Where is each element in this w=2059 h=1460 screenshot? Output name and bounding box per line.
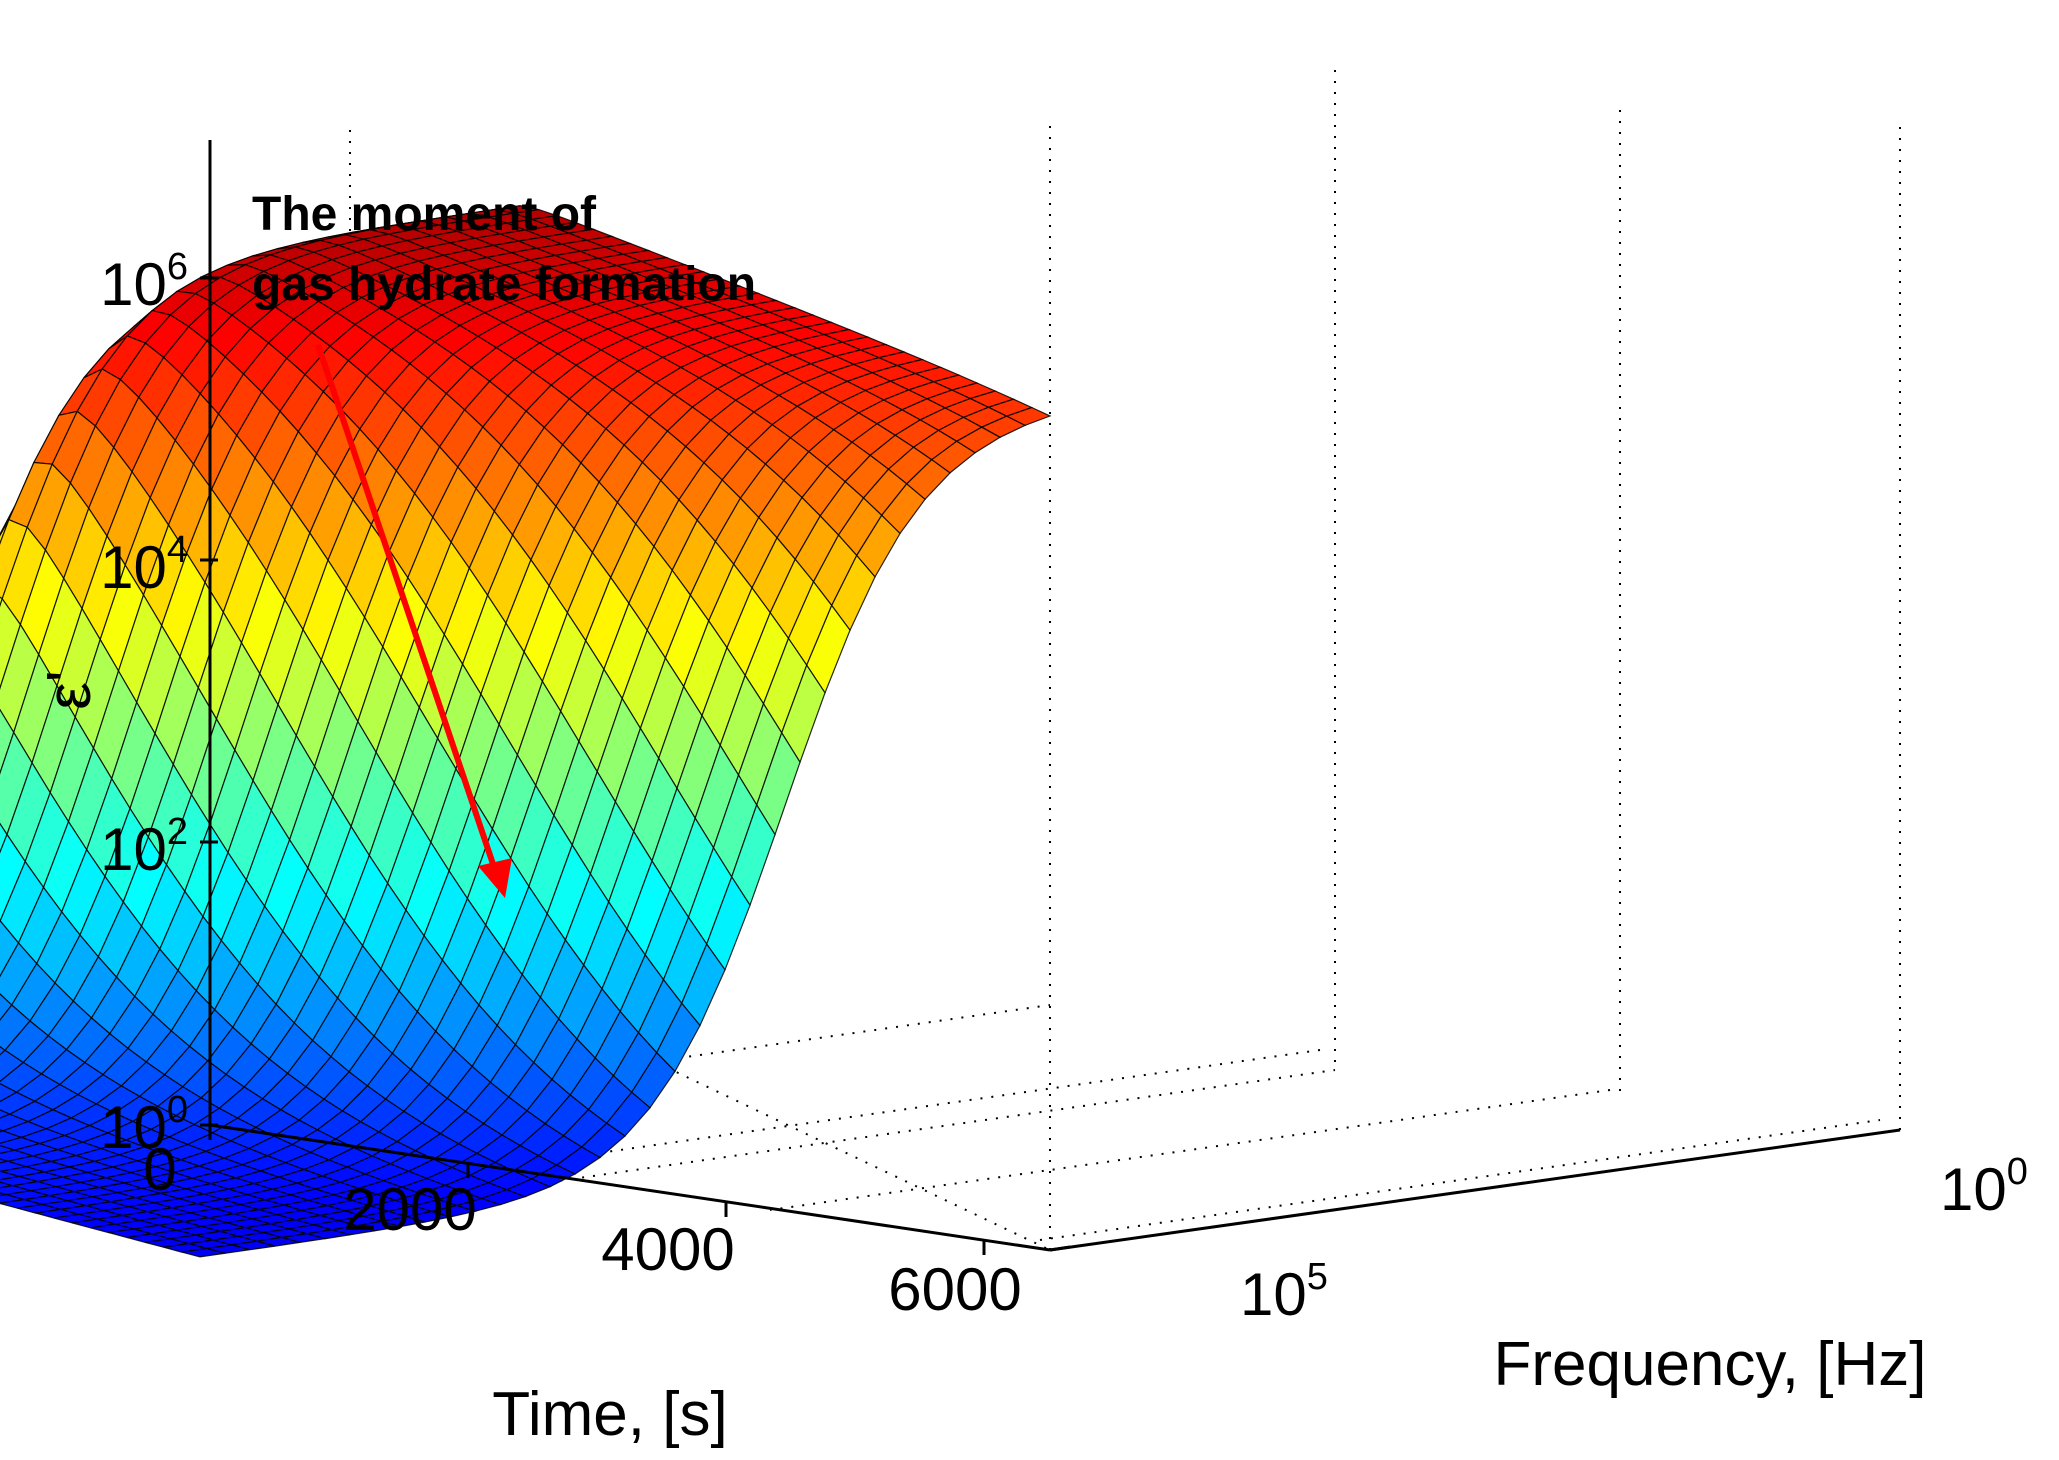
surface-patch [0,1130,24,1144]
surface-patch [0,708,15,775]
surface-patch [0,1045,6,1056]
annotation-line-2: gas hydrate formation [252,258,756,311]
annotation-arrow-shaft [315,344,498,871]
surface-patch [0,993,13,1022]
surface-patch [0,822,8,854]
surface-patch [0,919,20,978]
time-tick-4000: 4000 [601,1216,734,1283]
annotation-line-1: The moment of [252,188,597,241]
frequency-tick-labels: 105 100 [1240,1151,2028,1328]
frequency-axis-title: Frequency, [Hz] [1493,1330,1926,1399]
z-tick-6: 106 [100,246,188,318]
annotation-arrow-head [478,858,512,898]
annotation: The moment of gas hydrate formation [252,188,756,898]
surface-patch [0,1049,25,1083]
z-tick-4: 104 [100,529,188,601]
z-tick-labels: 100 102 104 106 [100,246,188,1161]
z-tick-0: 100 [100,1089,188,1161]
z-tick-2: 102 [100,811,188,883]
time-tick-2000: 2000 [343,1176,476,1243]
frequency-tick-1e0: 100 [1940,1151,2028,1223]
time-axis-line [209,1123,1051,1252]
time-axis-title: Time, [s] [492,1380,727,1449]
permittivity-axis-title: ε' [35,670,104,709]
surface-patch [0,1193,25,1204]
surface-mesh [0,205,1052,1258]
time-tick-labels: 0 2000 4000 6000 [143,1136,1021,1323]
surface-patch [0,1170,20,1181]
surface-patch [0,1109,12,1119]
frequency-tick-1e5: 105 [1240,1256,1328,1328]
surface-patch [0,1181,13,1189]
surface-patch [0,597,22,690]
axes [200,140,1901,1255]
surface-patch [0,1144,17,1155]
surface-patch [0,1083,18,1103]
frequency-axis-line [1049,1128,1901,1252]
time-tick-0: 0 [143,1136,176,1203]
time-tick-6000: 6000 [888,1256,1021,1323]
surface-patch [181,1247,226,1258]
